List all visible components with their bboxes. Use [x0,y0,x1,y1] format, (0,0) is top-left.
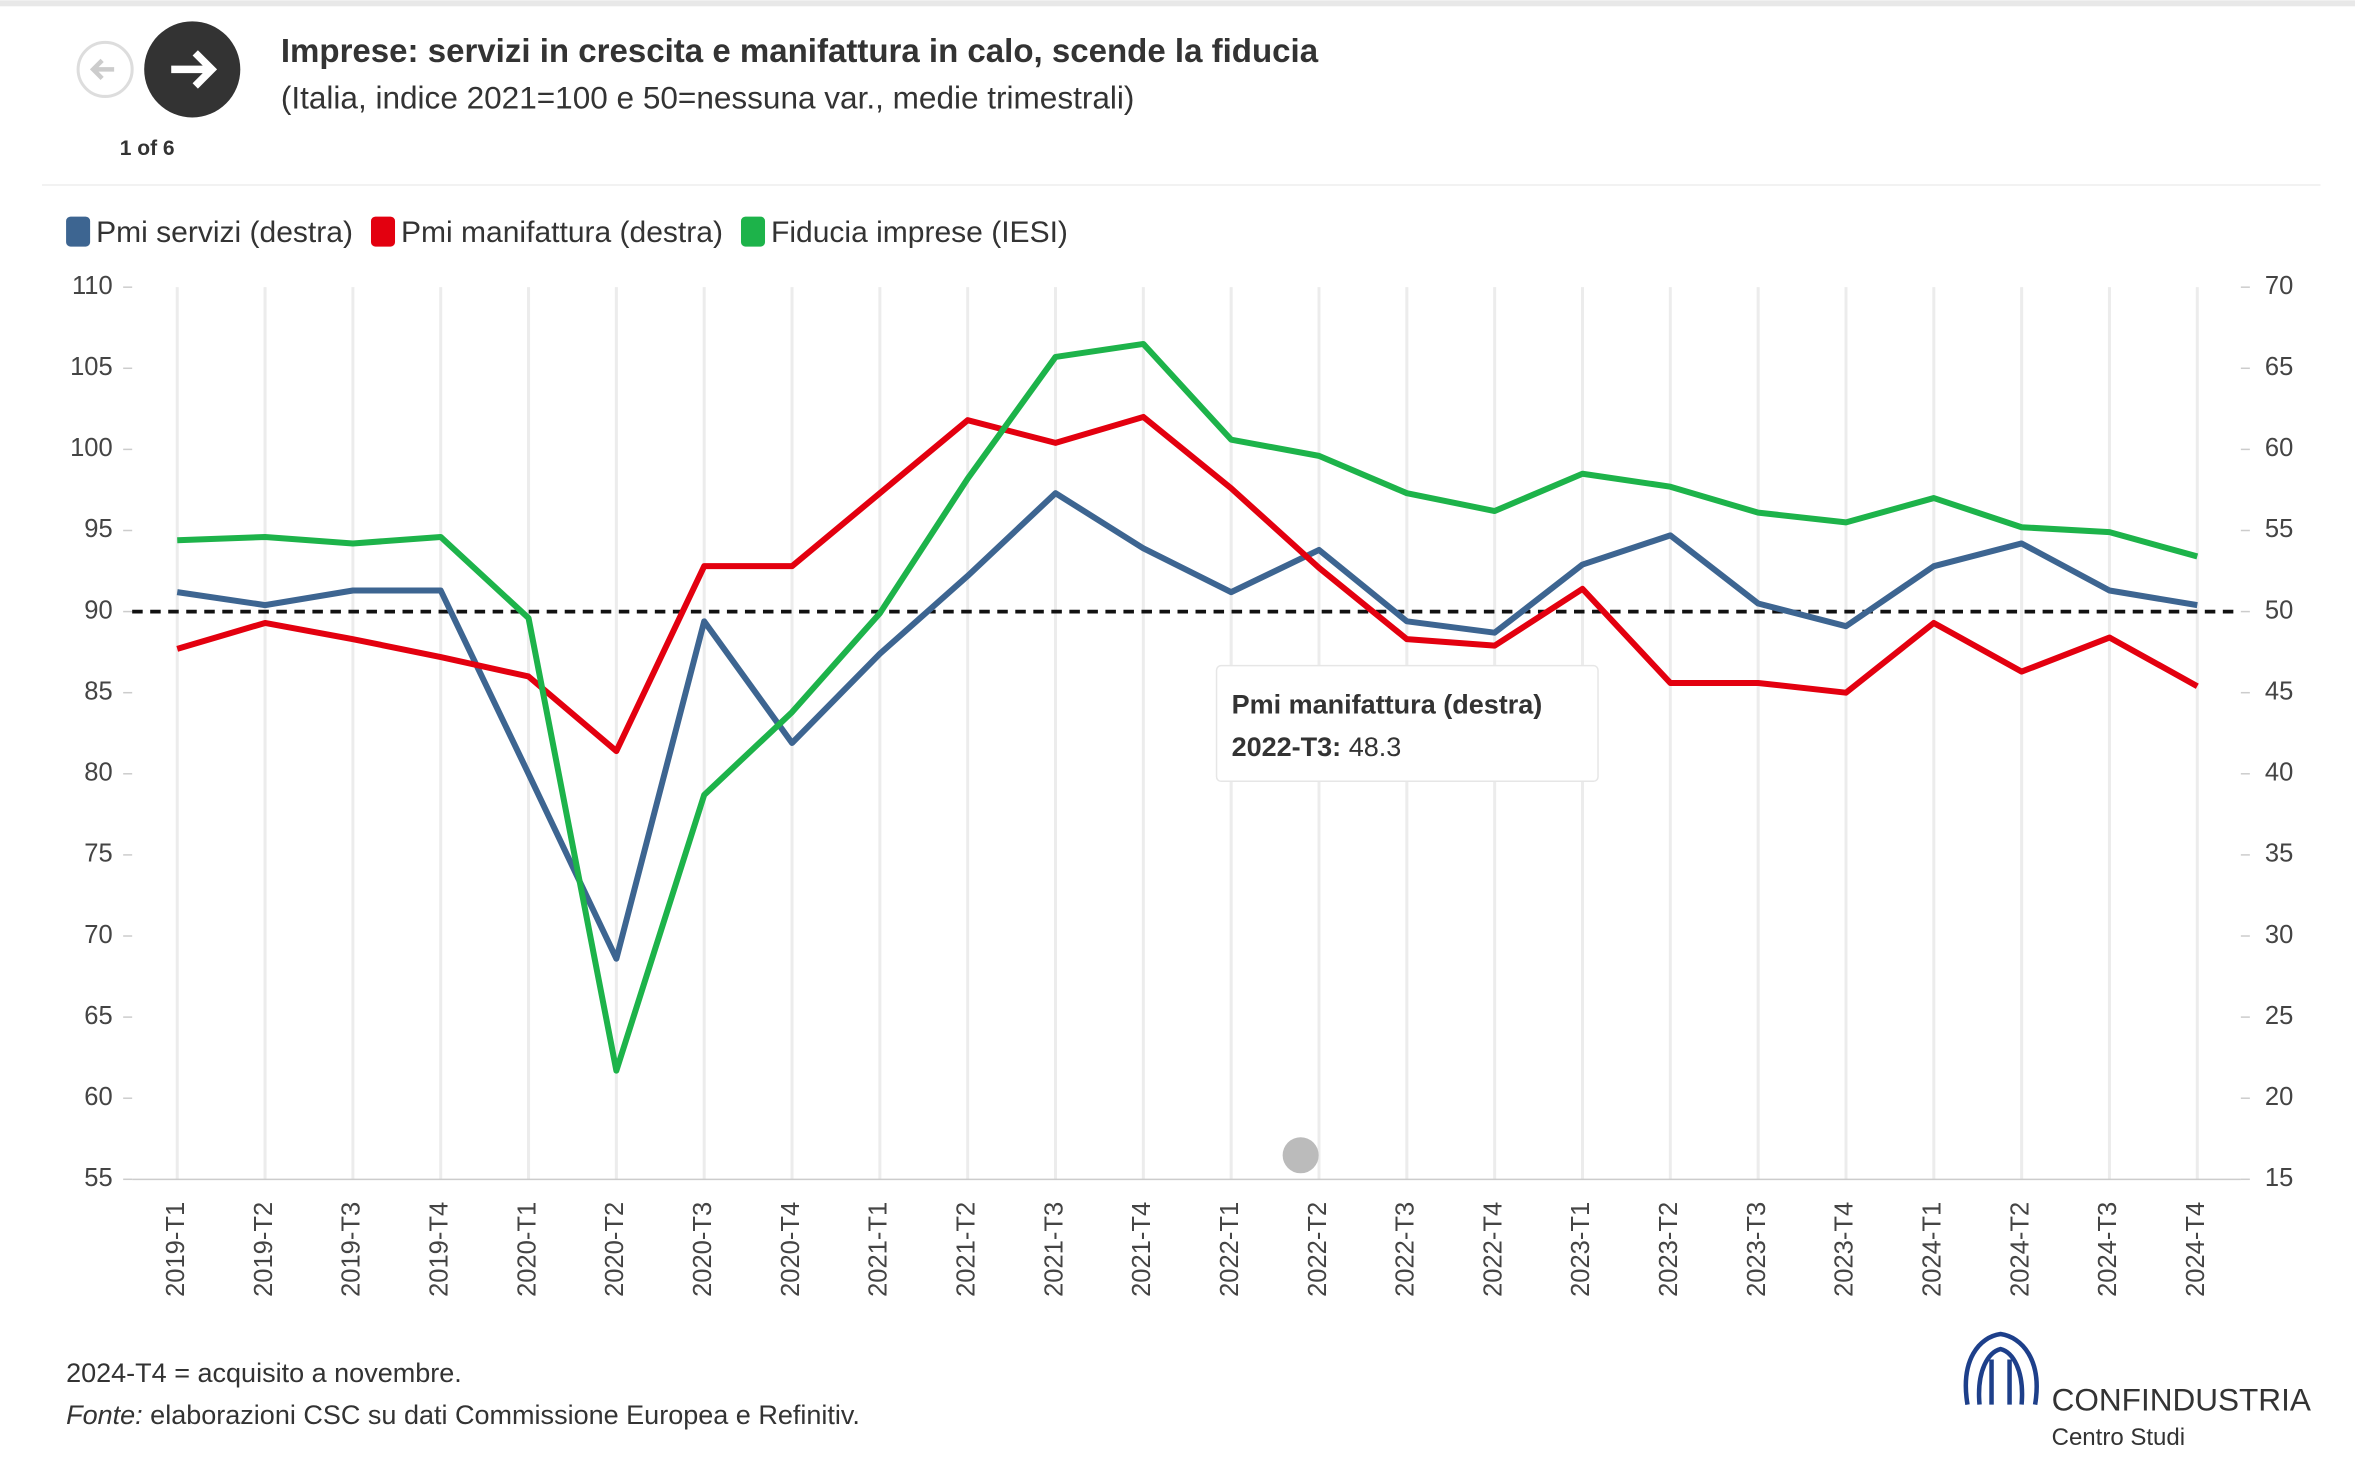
x-tick-label: 2023-T2 [1655,1202,1683,1297]
x-tick-label: 2021-T2 [952,1202,980,1297]
x-tick-label: 2024-T4 [2182,1202,2210,1297]
x-tick-label: 2022-T1 [1216,1202,1244,1297]
top-bar [0,0,2355,7]
footnote: 2024-T4 = acquisito a novembre. [66,1358,462,1388]
legend-swatch [740,216,766,247]
x-tick-label: 2024-T3 [2094,1202,2122,1297]
x-tick-label: 2020-T2 [601,1202,629,1297]
y-tick-label: 95 [84,515,112,543]
next-icon [171,50,218,89]
y-tick-label: 85 [84,677,112,705]
y2-tick-label: 35 [2265,840,2293,868]
x-tick-label: 2019-T1 [162,1202,190,1297]
y2-tick-label: 25 [2265,1002,2293,1030]
x-tick-label: 2020-T4 [777,1202,805,1297]
source: Fonte: elaborazioni CSC su dati Commissi… [66,1400,860,1430]
x-tick-label: 2020-T1 [513,1202,541,1297]
x-tick-label: 2023-T1 [1567,1202,1595,1297]
tooltip-category: 2022-T3: [1232,732,1342,762]
legend: Pmi servizi (destra) Pmi manifattura (des… [66,216,1068,249]
legend-label: Pmi servizi (destra) [96,216,353,249]
x-tick-label: 2019-T2 [250,1202,278,1297]
x-tick-label: 2019-T3 [338,1202,366,1297]
scrub-handle[interactable] [1282,1137,1319,1174]
series-line [176,490,2198,962]
y-tick-label: 55 [84,1164,112,1192]
plot: 2019-T1 2019-T2 2019-T3 2019-T4 2020-T1 2020-… [70,272,2293,1297]
legend-label: Pmi manifattura (destra) [401,216,723,249]
y-tick-label: 75 [84,840,112,868]
y2-tick-label: 40 [2265,759,2293,787]
series-line [177,340,2199,1074]
y2-tick-label: 15 [2265,1164,2293,1192]
pager: 1 of 6 [120,137,175,160]
x-tick-label: 2021-T3 [1040,1202,1068,1297]
y2-tick-label: 45 [2265,677,2293,705]
x-tick-label: 2022-T4 [1479,1202,1507,1297]
logo-icon [1963,1331,2039,1405]
logo: CONFINDUSTRIA Centro Studi [1963,1331,2311,1451]
y2-tick-label: 30 [2265,921,2293,949]
y2-tick-label: 70 [2265,272,2293,300]
title: Imprese: servizi in crescita e manifattu… [281,33,1319,70]
y2-tick-label: 65 [2265,353,2293,381]
prev-icon [89,58,115,81]
legend-swatch [370,216,396,247]
legend-label: Fiducia imprese (IESI) [771,216,1068,249]
x-tick-label: 2023-T4 [1831,1202,1859,1297]
x-tick-label: 2020-T3 [689,1202,717,1297]
x-tick-label: 2022-T3 [1392,1202,1420,1297]
tooltip-title: Pmi manifattura (destra) [1232,690,1543,720]
y2-tick-label: 20 [2265,1083,2293,1111]
source-label: Fonte: [66,1400,143,1430]
x-tick-label: 2024-T1 [1919,1202,1947,1297]
y-tick-label: 90 [84,596,112,624]
subtitle: (Italia, indice 2021=100 e 50=nessuna va… [281,79,1135,115]
y-tick-label: 70 [84,921,112,949]
x-tick-label: 2019-T4 [425,1202,453,1297]
source-text: elaborazioni CSC su dati Commissione Eur… [143,1400,860,1430]
x-tick-label: 2021-T1 [865,1202,893,1297]
x-tick-label: 2023-T3 [1743,1202,1771,1297]
logo-text: CONFINDUSTRIA [2052,1382,2311,1418]
x-tick-label: 2024-T2 [2006,1202,2034,1297]
y2-tick-label: 60 [2265,434,2293,462]
tooltip-value: 48.3 [1349,732,1402,762]
tooltip-box [1215,664,1599,783]
y-tick-label: 100 [70,434,113,462]
y2-tick-label: 50 [2265,596,2293,624]
y-tick-label: 110 [72,272,113,300]
logo-subtext: Centro Studi [2052,1424,2186,1451]
y2-tick-label: 55 [2265,515,2293,543]
y-tick-label: 60 [84,1083,112,1111]
x-tick-label: 2022-T2 [1304,1202,1332,1297]
y-tick-label: 105 [70,353,113,381]
series-line [176,413,2199,755]
tooltip-line: 2022-T3: 48.3 [1232,732,1402,762]
legend-swatch [66,216,91,247]
y-tick-label: 65 [84,1002,112,1030]
tooltip: Pmi manifattura (destra) 2022-T3: 48.3 [1215,664,1599,783]
x-tick-label: 2021-T4 [1128,1202,1156,1297]
y-tick-label: 80 [84,759,112,787]
